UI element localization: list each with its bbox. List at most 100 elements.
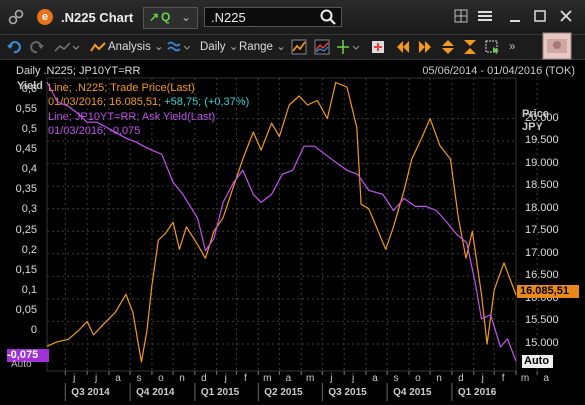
chart-type-icon[interactable] [291, 39, 307, 55]
quarter-label: Q2 2015 [264, 387, 303, 398]
month-label: m [306, 373, 315, 384]
chevron-down-icon: ⌄ [276, 41, 286, 53]
right-tick-label: 17.000 [525, 246, 559, 259]
chevron-down-icon: ⌄ [228, 41, 239, 53]
link-icon[interactable] [7, 8, 25, 26]
redo-icon[interactable] [29, 39, 45, 55]
month-label: f [501, 373, 505, 384]
interval-menu[interactable]: Daily ⌄ [200, 39, 238, 55]
left-tick-label: 0 [30, 323, 37, 336]
app-title: .N225 Chart [61, 10, 134, 25]
month-label: m [263, 373, 272, 384]
close-icon[interactable] [557, 8, 575, 26]
analysis-menu[interactable]: Analysis ⌄ [108, 39, 164, 55]
left-axis-auto-scale[interactable]: Auto [11, 359, 32, 370]
legend-yield-value: 01/03/2016; -0,075 [48, 125, 141, 137]
month-label: a [372, 373, 378, 384]
month-label: j [481, 373, 484, 384]
chart-title: Daily .N225; JP10YT=RR [16, 65, 141, 77]
month-label: j [352, 373, 355, 384]
title-bar: e .N225 Chart ↗ Q ⌄ [0, 0, 585, 35]
month-label: j [73, 373, 76, 384]
legend-price-change: +58,75; (+0,37%) [164, 96, 250, 108]
month-label: j [224, 373, 227, 384]
month-label: o [415, 373, 421, 384]
month-label: n [436, 373, 442, 384]
price-last-value-badge: 16.085,51 [517, 285, 579, 298]
analysis-icon[interactable] [90, 39, 106, 55]
left-tick-label: 0,05 [15, 303, 37, 316]
quote-dropdown[interactable]: ↗ Q ⌄ [143, 7, 198, 29]
month-label: f [244, 373, 247, 384]
undo-icon[interactable] [6, 39, 22, 55]
grid-apps-icon[interactable] [452, 8, 470, 26]
chart-grid [46, 77, 538, 372]
month-label: a [543, 373, 549, 384]
right-tick-label: 18.000 [525, 201, 559, 214]
legend-price-values: 01/03/2016; 16.085,51; +58,75; (+0,37%) [48, 96, 249, 108]
month-label: j [330, 373, 333, 384]
month-label: s [393, 373, 399, 384]
month-label: m [520, 373, 530, 384]
interval-label: Daily [200, 41, 226, 53]
month-label: s [136, 373, 142, 384]
right-tick-label: 16.500 [525, 269, 559, 282]
left-tick-label: 0,55 [15, 103, 37, 116]
quarter-label: Q3 2014 [71, 387, 110, 398]
right-tick-label: 19.500 [525, 134, 559, 147]
range-label: Range [239, 41, 273, 53]
right-axis-title-price: Price [522, 108, 549, 120]
right-tick-label: 15.500 [525, 314, 559, 327]
range-menu[interactable]: Range ⌄ [239, 39, 286, 55]
legend-price-last: 01/03/2016; 16.085,51; [48, 96, 162, 108]
right-tick-label: 20.000 [525, 111, 559, 124]
chart-date-range: 05/06/2014 - 01/04/2016 (TOK) [422, 65, 575, 77]
chart-series [46, 81, 517, 363]
legend-price-series: Line; .N225; Trade Price(Last) [48, 82, 195, 94]
right-axis-auto-scale[interactable]: Auto [522, 355, 553, 368]
minimize-icon[interactable] [506, 8, 524, 26]
yield-series-line [46, 81, 517, 362]
line-style-icon[interactable] [54, 39, 80, 55]
analysis-label: Analysis [108, 41, 151, 53]
month-label: d [201, 373, 207, 384]
crosshair-icon[interactable] [336, 39, 362, 55]
month-label: o [158, 373, 164, 384]
left-tick-label: 0,6 [21, 83, 37, 96]
month-label: a [285, 373, 292, 384]
quote-arrow-icon: ↗ [149, 10, 160, 24]
compare-chart-icon[interactable] [314, 39, 330, 55]
chevron-down-icon: ⌄ [181, 10, 192, 24]
scroll-left-icon[interactable] [395, 39, 411, 55]
left-tick-label: 0,15 [15, 263, 37, 276]
left-tick-label: 0,25 [15, 223, 37, 236]
month-label: d [458, 373, 464, 384]
plot-border [46, 77, 517, 372]
select-tool-icon[interactable] [484, 39, 500, 55]
month-label: j [95, 373, 98, 384]
right-tick-label: 17.500 [525, 224, 559, 237]
left-tick-label: 0,3 [21, 203, 37, 216]
month-label: a [115, 373, 121, 384]
left-tick-label: 0,1 [21, 283, 37, 296]
maximize-icon[interactable] [531, 8, 549, 26]
left-axis-title: Yield [17, 80, 43, 92]
scroll-right-icon[interactable] [417, 39, 433, 55]
menu-icon[interactable] [476, 8, 494, 26]
zoom-vertical-icon[interactable] [440, 39, 456, 55]
left-tick-label: 0,4 [21, 163, 37, 176]
left-tick-label: 0,45 [15, 143, 37, 156]
compress-icon[interactable] [462, 39, 478, 55]
x-axis-ticks [64, 371, 538, 401]
waves-icon[interactable] [167, 39, 195, 55]
search-icon[interactable] [319, 8, 337, 26]
side-panel-icon[interactable] [541, 31, 573, 61]
add-window-icon[interactable] [370, 39, 386, 55]
right-tick-label: 18.500 [525, 179, 559, 192]
month-label: n [179, 373, 185, 384]
quote-label: Q [161, 10, 171, 24]
ric-input[interactable] [204, 7, 342, 27]
price-series-line [46, 81, 517, 363]
more-chevron-icon[interactable]: » [509, 41, 516, 53]
